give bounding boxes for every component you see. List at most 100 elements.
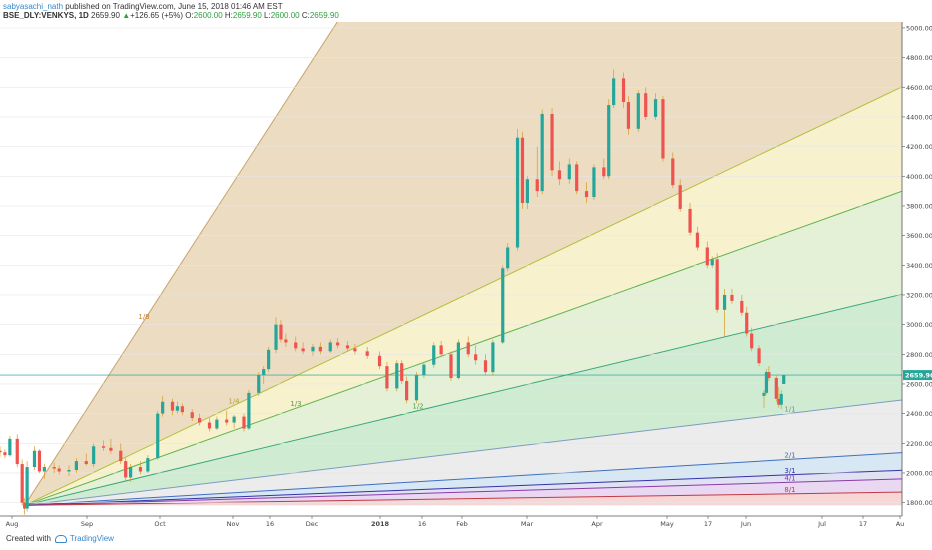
- candle-body: [592, 167, 596, 198]
- candle-body: [175, 406, 180, 411]
- candle: [540, 109, 544, 195]
- candle: [535, 146, 539, 198]
- time-tick-label: 16: [418, 520, 426, 528]
- candle: [661, 96, 665, 162]
- candle-body: [67, 470, 71, 472]
- candle: [37, 449, 42, 473]
- candle-body: [567, 164, 571, 180]
- candle: [32, 446, 37, 471]
- candle-body: [653, 99, 658, 117]
- candle: [318, 342, 322, 355]
- candle-body: [501, 268, 505, 343]
- tradingview-link[interactable]: TradingView: [69, 534, 114, 543]
- candle-body: [101, 446, 106, 448]
- low-label: L:: [261, 11, 271, 20]
- gann-fan-label: 1/4: [228, 397, 240, 405]
- candle-body: [695, 232, 700, 248]
- price-tick-label: 4400.00: [906, 113, 932, 121]
- candle-body: [777, 398, 781, 405]
- price-axis-background: [902, 22, 932, 516]
- price-tick-label: 3200.00: [906, 291, 932, 299]
- candle: [15, 434, 19, 468]
- candle: [257, 372, 261, 396]
- candle-body: [636, 93, 640, 129]
- last-price-label: 2659.90: [905, 372, 932, 380]
- candle-body: [74, 461, 78, 471]
- candle: [607, 99, 611, 180]
- gann-fan-label: 4/1: [784, 474, 795, 482]
- candle: [328, 339, 332, 353]
- price-tick-label: 3400.00: [906, 262, 932, 270]
- price-tick-label: 3000.00: [906, 321, 932, 329]
- candle-body: [385, 366, 389, 389]
- candle-body: [710, 259, 714, 266]
- candle-body: [161, 401, 165, 414]
- candle-body: [762, 392, 766, 396]
- candle-body: [377, 355, 382, 367]
- candle: [483, 354, 488, 376]
- candle: [190, 409, 194, 422]
- candles: [0, 69, 786, 515]
- gann-fan-label: 1/2: [412, 403, 423, 411]
- candle-body: [156, 413, 160, 459]
- candle-body: [311, 346, 315, 352]
- time-tick-label: 2018: [371, 520, 390, 528]
- open-value: 2600.00: [193, 11, 223, 20]
- price-tick-label: 3800.00: [906, 202, 932, 210]
- time-tick-label: Dec: [306, 520, 319, 528]
- candle: [0, 446, 2, 457]
- candle-body: [757, 348, 761, 364]
- candle-body: [449, 354, 453, 379]
- price-tick-label: 2000.00: [906, 469, 932, 477]
- price-tick-label: 1800.00: [906, 499, 932, 507]
- candle: [301, 342, 305, 355]
- candle-body: [745, 312, 749, 334]
- candle-body: [23, 502, 27, 509]
- gann-fan-line: [24, 491, 902, 506]
- candle-body: [109, 447, 113, 451]
- candle: [74, 458, 78, 473]
- candle: [474, 345, 478, 365]
- candle: [602, 158, 606, 180]
- time-tick-label: Au: [896, 520, 905, 528]
- candle-body: [365, 351, 369, 356]
- candle-body: [336, 342, 340, 346]
- candle: [232, 415, 236, 429]
- candle: [52, 462, 56, 473]
- price-tick-label: 4000.00: [906, 173, 932, 181]
- grid: [0, 27, 902, 503]
- gann-fan: [24, 22, 902, 506]
- candle: [515, 128, 520, 251]
- candle: [225, 410, 229, 426]
- candle: [621, 72, 626, 109]
- price-tick-label: 2600.00: [906, 380, 932, 388]
- candle-body: [138, 467, 143, 472]
- candle: [274, 317, 278, 353]
- candle-body: [474, 354, 478, 361]
- author-name[interactable]: sabyasachi_nath: [3, 2, 64, 11]
- candle-body: [119, 450, 123, 462]
- candle-body: [661, 99, 665, 159]
- time-tick-label: May: [660, 520, 674, 528]
- price-tick-label: 2200.00: [906, 440, 932, 448]
- time-tick-label: Oct: [154, 520, 166, 528]
- candle-body: [25, 467, 29, 509]
- candle: [740, 294, 744, 316]
- time-axis[interactable]: Aug Sep Oct Nov 16 Dec 2018 16 Feb Mar Apr May 17 Jun…: [0, 515, 905, 528]
- gann-fan-line: [24, 190, 902, 506]
- candle: [294, 336, 298, 352]
- candle: [592, 164, 596, 201]
- candle-body: [414, 375, 419, 401]
- candle-body: [626, 102, 631, 129]
- candle: [215, 416, 219, 430]
- candle: [550, 108, 554, 177]
- candle: [644, 87, 648, 120]
- time-tick-label: Aug: [6, 520, 19, 528]
- candle: [491, 339, 495, 376]
- price-axis[interactable]: 1800.00 2000.00 2200.00 2400.00 2600.00 2800.…: [901, 22, 932, 516]
- candle: [506, 243, 510, 272]
- candle-body: [129, 467, 133, 478]
- price-tick-label: 2800.00: [906, 351, 932, 359]
- time-tick-label: 17: [859, 520, 867, 528]
